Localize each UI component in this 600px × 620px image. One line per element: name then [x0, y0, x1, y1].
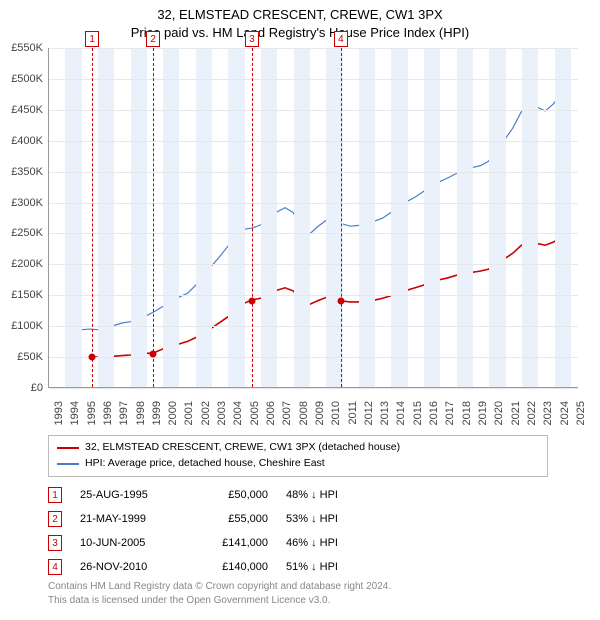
gridline [49, 203, 578, 204]
gridline [49, 295, 578, 296]
footer: Contains HM Land Registry data © Crown c… [48, 580, 391, 608]
y-axis-label: £550K [11, 42, 43, 54]
chart-plot-area: £0£50K£100K£150K£200K£250K£300K£350K£400… [48, 48, 578, 388]
marker-table-price: £141,000 [198, 537, 268, 549]
marker-number-box: 2 [146, 31, 160, 47]
legend-row: HPI: Average price, detached house, Ches… [57, 456, 539, 472]
gridline [49, 110, 578, 111]
marker-line [92, 48, 93, 387]
marker-table-index-box: 1 [48, 487, 62, 503]
marker-table-pct: 46% ↓ HPI [286, 537, 376, 549]
marker-number-box: 1 [85, 31, 99, 47]
legend-label-property: 32, ELMSTEAD CRESCENT, CREWE, CW1 3PX (d… [85, 440, 400, 456]
year-band [489, 48, 505, 387]
marker-table-row: 4 26-NOV-2010 £140,000 51% ↓ HPI [48, 555, 376, 579]
x-axis-label: 2025 [575, 401, 587, 441]
gridline [49, 233, 578, 234]
marker-dot [337, 298, 344, 305]
chart-container: 32, ELMSTEAD CRESCENT, CREWE, CW1 3PX Pr… [0, 0, 600, 620]
marker-number-box: 3 [245, 31, 259, 47]
legend-swatch-hpi [57, 463, 79, 465]
y-axis-label: £500K [11, 73, 43, 85]
marker-table-index-box: 2 [48, 511, 62, 527]
y-axis-label: £400K [11, 135, 43, 147]
title-line1: 32, ELMSTEAD CRESCENT, CREWE, CW1 3PX [0, 6, 600, 24]
legend-swatch-property [57, 447, 79, 449]
year-band [196, 48, 212, 387]
marker-table-pct: 53% ↓ HPI [286, 513, 376, 525]
marker-table-date: 21-MAY-1999 [80, 513, 180, 525]
year-band [228, 48, 244, 387]
marker-dot [248, 297, 255, 304]
marker-table-date: 26-NOV-2010 [80, 561, 180, 573]
year-band [98, 48, 114, 387]
year-band [457, 48, 473, 387]
footer-line1: Contains HM Land Registry data © Crown c… [48, 580, 391, 594]
marker-table-row: 2 21-MAY-1999 £55,000 53% ↓ HPI [48, 507, 376, 531]
marker-table-pct: 48% ↓ HPI [286, 489, 376, 501]
marker-dot [150, 351, 157, 358]
footer-line2: This data is licensed under the Open Gov… [48, 594, 391, 608]
marker-table: 1 25-AUG-1995 £50,000 48% ↓ HPI 2 21-MAY-1999… [48, 483, 376, 579]
y-axis-label: £0 [31, 382, 43, 394]
y-axis-label: £50K [17, 351, 43, 363]
gridline [49, 48, 578, 49]
y-axis-label: £450K [11, 104, 43, 116]
marker-table-price: £140,000 [198, 561, 268, 573]
gridline [49, 326, 578, 327]
marker-line [153, 48, 154, 387]
marker-dot [89, 354, 96, 361]
marker-table-index-box: 3 [48, 535, 62, 551]
y-axis-label: £350K [11, 166, 43, 178]
marker-number-box: 4 [334, 31, 348, 47]
year-band [261, 48, 277, 387]
marker-table-index-box: 4 [48, 559, 62, 575]
gridline [49, 388, 578, 389]
year-band [131, 48, 147, 387]
year-band [359, 48, 375, 387]
legend-label-hpi: HPI: Average price, detached house, Ches… [85, 456, 325, 472]
y-axis-label: £250K [11, 227, 43, 239]
gridline [49, 172, 578, 173]
legend-row: 32, ELMSTEAD CRESCENT, CREWE, CW1 3PX (d… [57, 440, 539, 456]
year-band [522, 48, 538, 387]
year-band [555, 48, 571, 387]
marker-table-price: £50,000 [198, 489, 268, 501]
y-axis-label: £300K [11, 197, 43, 209]
year-band [391, 48, 407, 387]
marker-table-date: 25-AUG-1995 [80, 489, 180, 501]
year-band [424, 48, 440, 387]
gridline [49, 357, 578, 358]
legend: 32, ELMSTEAD CRESCENT, CREWE, CW1 3PX (d… [48, 435, 548, 477]
marker-table-price: £55,000 [198, 513, 268, 525]
marker-table-pct: 51% ↓ HPI [286, 561, 376, 573]
year-band [294, 48, 310, 387]
x-axis-label: 2024 [559, 401, 571, 441]
marker-table-row: 1 25-AUG-1995 £50,000 48% ↓ HPI [48, 483, 376, 507]
gridline [49, 141, 578, 142]
marker-table-row: 3 10-JUN-2005 £141,000 46% ↓ HPI [48, 531, 376, 555]
y-axis-label: £100K [11, 320, 43, 332]
y-axis-label: £150K [11, 289, 43, 301]
marker-line [341, 48, 342, 387]
gridline [49, 79, 578, 80]
gridline [49, 264, 578, 265]
marker-line [252, 48, 253, 387]
year-band [65, 48, 81, 387]
marker-table-date: 10-JUN-2005 [80, 537, 180, 549]
y-axis-label: £200K [11, 258, 43, 270]
year-band [163, 48, 179, 387]
